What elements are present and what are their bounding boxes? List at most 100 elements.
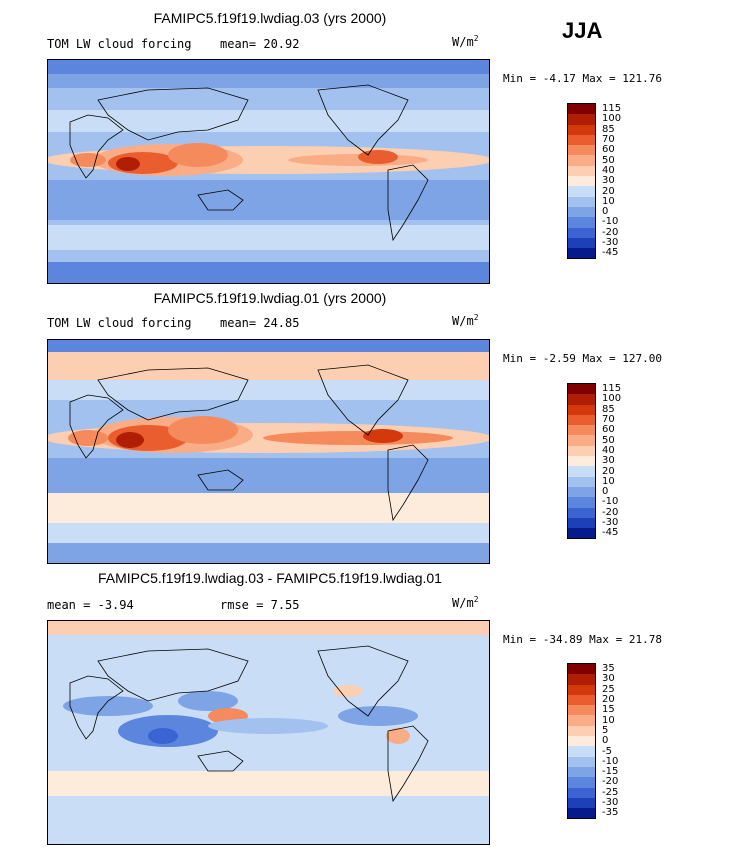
panel-3-rmse: rmse = 7.55 (220, 598, 300, 612)
colorbar-level-label: 100 (602, 113, 622, 125)
colorbar-level-label: 60 (602, 144, 615, 156)
map2-arctic (48, 340, 489, 352)
panel-3-min-value: -34.89 (542, 633, 583, 646)
panel-1-field-label: TOM LW cloud forcing (47, 37, 192, 51)
colorbar-swatch (568, 196, 595, 207)
map1-central-america (358, 150, 398, 164)
map2-south-lower (48, 523, 489, 543)
colorbar-swatch (568, 808, 595, 819)
colorbar-level-label: -25 (602, 786, 619, 798)
colorbar-level-label: -45 (602, 247, 619, 259)
panel-3-rmse-label: rmse = (220, 598, 264, 612)
colorbar-swatch (568, 517, 595, 529)
colorbar-level-label: 70 (602, 414, 615, 426)
colorbar-level-label: 85 (602, 123, 615, 135)
map1-north-band (48, 74, 489, 88)
colorbar-swatch (568, 715, 595, 726)
colorbar-swatch (568, 528, 595, 539)
panel-3-mean: mean = -3.94 (47, 598, 134, 612)
colorbar-swatch (568, 756, 595, 767)
panel-3-map-svg (48, 621, 489, 844)
panel-2-title: FAMIPC5.f19f19.lwdiag.01 (yrs 2000) (153, 290, 387, 306)
colorbar-level-label: -35 (602, 807, 619, 819)
colorbar-level-label: -10 (602, 755, 619, 767)
panel-1-mean-label: mean= (220, 37, 257, 51)
map3-caribbean-pos (386, 728, 410, 744)
panel-3-map (47, 620, 490, 845)
colorbar-level-label: 40 (602, 164, 615, 176)
map3-samerica-coast (387, 725, 429, 803)
panel-3-rmse-value: 7.55 (270, 598, 300, 612)
colorbar-level-label: 115 (602, 103, 622, 115)
colorbar-swatch (568, 684, 595, 695)
colorbar-level-label: 50 (602, 154, 615, 166)
colorbar-swatch (568, 425, 595, 436)
map1-wpac (168, 143, 228, 167)
panel-1-map (47, 59, 490, 284)
panel-1-units: W/m2 (452, 34, 479, 49)
panel-3-units-text: W/m (452, 596, 474, 610)
colorbar-level-label: 0 (602, 735, 609, 747)
colorbar-swatch (568, 777, 595, 788)
panel-2-mean: mean= 24.85 (220, 316, 299, 330)
map2-antarctic (48, 543, 489, 563)
colorbar-swatch (568, 466, 595, 477)
map2-asia-coast (97, 367, 249, 421)
map2-samerica-coast (387, 444, 429, 522)
map1-antarctic (48, 262, 489, 283)
colorbar-swatch (568, 486, 595, 498)
panel-3-mean-label: mean = (47, 598, 91, 612)
map1-southern-band (48, 225, 489, 250)
colorbar-level-label: -45 (602, 527, 619, 539)
panel-1-max-label: Max = (582, 72, 616, 85)
colorbar-swatch (568, 476, 595, 487)
colorbar-swatch (568, 766, 595, 778)
colorbar-level-label: 25 (602, 683, 615, 695)
colorbar-level-label: 70 (602, 134, 615, 146)
colorbar-swatch (568, 705, 595, 716)
map1-arctic (48, 60, 489, 74)
map1-africa-coast (69, 114, 124, 179)
panel-1-mean: mean= 20.92 (220, 37, 299, 51)
colorbar-level-label: 85 (602, 403, 615, 415)
map3-wpac-neg (178, 691, 238, 711)
colorbar-level-label: 30 (602, 175, 615, 187)
colorbar-swatch (568, 217, 595, 228)
panel-2-mean-label: mean= (220, 316, 257, 330)
panel-2-max-value: 127.00 (622, 352, 662, 365)
map3-africa-coast (69, 675, 124, 740)
colorbar-swatch (568, 186, 595, 197)
panel-2-map-svg (48, 340, 489, 563)
season-label: JJA (562, 18, 603, 43)
colorbar-level-label: 5 (602, 724, 609, 736)
colorbar-swatch (568, 227, 595, 238)
colorbar-swatch (568, 674, 595, 685)
map2-wpac (168, 416, 238, 444)
colorbar-level-label: 0 (602, 486, 609, 498)
panel-2-units: W/m2 (452, 313, 479, 328)
colorbar-level-label: 100 (602, 393, 622, 405)
colorbar-level-label: -30 (602, 237, 619, 249)
panel-3-max-value: 21.78 (628, 633, 662, 646)
map3-australia-coast (197, 750, 244, 772)
colorbar-swatch (568, 664, 595, 675)
map1-coastlines (69, 84, 429, 242)
map1-south-lower (48, 250, 489, 262)
map3-cpac-neg (208, 718, 328, 734)
colorbar-swatch (568, 725, 595, 737)
panel-1-max-value: 121.76 (622, 72, 662, 85)
map1-subtrop-south (48, 180, 489, 220)
colorbar-level-label: 30 (602, 673, 615, 685)
colorbar-level-label: 35 (602, 663, 615, 675)
colorbar-level-label: -20 (602, 776, 619, 788)
colorbar-swatch (568, 145, 595, 156)
map3-epac-neg (338, 706, 418, 726)
colorbar-swatch (568, 456, 595, 467)
panel-1-title: FAMIPC5.f19f19.lwdiag.03 (yrs 2000) (153, 10, 387, 26)
map1-australia-coast (197, 189, 244, 211)
colorbar-swatch (568, 694, 595, 706)
colorbar-swatch (568, 414, 595, 426)
map1-africa (70, 153, 106, 167)
panel-3-min-label: Min = (503, 633, 537, 646)
map3-asia-coast (97, 648, 249, 702)
